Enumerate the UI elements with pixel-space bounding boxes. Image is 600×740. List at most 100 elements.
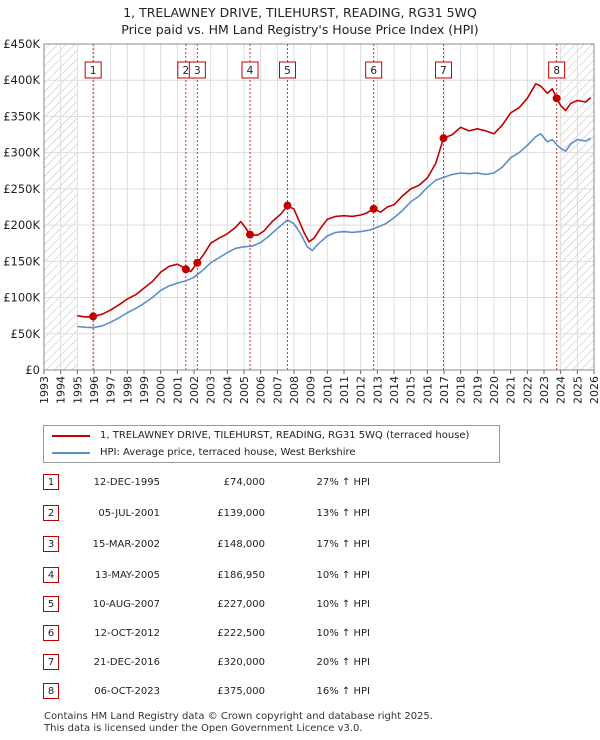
sale-hpi-diff: 27% ↑ HPI	[316, 477, 370, 488]
sale-marker-badge: 2	[43, 505, 59, 521]
x-tick-label: 2021	[505, 376, 518, 404]
x-tick-label: 2003	[205, 376, 218, 404]
footer-line-1: Contains HM Land Registry data © Crown c…	[44, 711, 433, 722]
y-tick-label: £100K	[3, 291, 40, 305]
y-tick-label: £350K	[3, 109, 40, 123]
sale-hpi-diff: 10% ↑ HPI	[316, 628, 370, 639]
x-tick-label: 2026	[588, 376, 600, 404]
x-tick-label: 2005	[238, 376, 251, 404]
sale-date: 05-JUL-2001	[98, 508, 160, 519]
plot-area	[43, 43, 595, 371]
table-row: 1 12-DEC-1995 £74,000 27% ↑ HPI	[0, 474, 600, 492]
x-tick-label: 2022	[521, 376, 534, 404]
hpi-series-line	[77, 133, 592, 329]
sale-point	[89, 312, 98, 321]
x-tick-label: 2013	[371, 376, 384, 404]
sale-price: £227,000	[217, 599, 265, 610]
sale-price: £320,000	[217, 657, 265, 668]
x-tick-label: 1996	[88, 376, 101, 404]
sale-point	[193, 258, 202, 267]
sale-point	[369, 204, 378, 213]
sale-badge-box	[435, 61, 452, 79]
x-tick-label: 2004	[221, 376, 234, 404]
sale-badge-label: 5	[284, 65, 291, 77]
x-tick-label: 2006	[255, 376, 268, 404]
sale-badge-box	[279, 61, 296, 79]
y-tick-label: £400K	[3, 73, 40, 87]
sale-price: £74,000	[223, 477, 265, 488]
sale-badge-label: 1	[90, 65, 97, 77]
sale-marker-badge: 8	[43, 683, 59, 699]
sale-badge-label: 2	[182, 65, 189, 77]
sale-badge-label: 8	[553, 65, 560, 77]
sale-date: 06-OCT-2023	[94, 686, 160, 697]
x-tick-label: 2018	[455, 376, 468, 404]
legend-label-hpi: HPI: Average price, terraced house, West…	[100, 447, 356, 458]
sale-price: £375,000	[217, 686, 265, 697]
sale-date: 15-MAR-2002	[92, 539, 160, 550]
x-tick-label: 2008	[288, 376, 301, 404]
y-tick-label: £50K	[11, 327, 41, 341]
table-row: 7 21-DEC-2016 £320,000 20% ↑ HPI	[0, 654, 600, 672]
x-tick-label: 2023	[538, 376, 551, 404]
sale-marker-badge: 5	[43, 596, 59, 612]
x-tick-label: 2010	[321, 376, 334, 404]
sale-badge-box	[365, 61, 383, 79]
x-tick-label: 2025	[571, 376, 584, 404]
sale-marker-badge: 1	[43, 474, 59, 490]
x-tick-label: 2002	[188, 376, 201, 404]
sale-badge-label: 6	[370, 65, 377, 77]
chart-subtitle: Price paid vs. HM Land Registry's House …	[121, 22, 479, 37]
x-tick-label: 2024	[555, 376, 568, 404]
sale-badge-box	[84, 61, 102, 79]
sale-price: £139,000	[217, 508, 265, 519]
x-tick-label: 2016	[421, 376, 434, 404]
table-row: 4 13-MAY-2005 £186,950 10% ↑ HPI	[0, 567, 600, 585]
x-tick-label: 2012	[355, 376, 368, 404]
sale-marker-badge: 6	[43, 625, 59, 641]
legend-swatch-property	[52, 435, 90, 437]
footer-attribution: Contains HM Land Registry data © Crown c…	[44, 711, 433, 735]
sale-badge-label: 4	[247, 65, 254, 77]
sale-point	[283, 201, 292, 210]
x-tick-label: 2011	[338, 376, 351, 404]
y-tick-label: £150K	[3, 254, 40, 268]
sale-hpi-diff: 13% ↑ HPI	[316, 508, 370, 519]
table-row: 6 12-OCT-2012 £222,500 10% ↑ HPI	[0, 625, 600, 643]
sale-price: £186,950	[217, 570, 265, 581]
sale-hpi-diff: 10% ↑ HPI	[316, 570, 370, 581]
table-row: 8 06-OCT-2023 £375,000 16% ↑ HPI	[0, 683, 600, 701]
sale-point	[439, 134, 448, 143]
legend-label-property: 1, TRELAWNEY DRIVE, TILEHURST, READING, …	[100, 430, 470, 441]
sale-date: 10-AUG-2007	[92, 599, 160, 610]
sale-point	[246, 230, 254, 239]
table-row: 3 15-MAR-2002 £148,000 17% ↑ HPI	[0, 536, 600, 554]
x-tick-label: 2019	[471, 376, 484, 404]
y-tick-label: £200K	[3, 218, 40, 232]
x-tick-label: 1998	[121, 376, 134, 404]
y-tick-label: £450K	[3, 37, 40, 51]
x-tick-label: 2017	[438, 376, 451, 404]
x-tick-label: 2020	[488, 376, 501, 404]
legend: 1, TRELAWNEY DRIVE, TILEHURST, READING, …	[43, 425, 500, 463]
sale-badge-box	[188, 61, 206, 79]
x-tick-label: 1994	[55, 376, 68, 404]
chart-title: 1, TRELAWNEY DRIVE, TILEHURST, READING, …	[123, 5, 477, 20]
sale-date: 12-DEC-1995	[93, 477, 160, 488]
sale-price: £148,000	[217, 539, 265, 550]
sale-point	[552, 94, 561, 103]
x-tick-label: 2007	[271, 376, 284, 404]
x-tick-label: 1993	[38, 376, 51, 404]
legend-swatch-hpi	[52, 452, 90, 454]
sale-marker-badge: 3	[43, 536, 59, 552]
sale-date: 21-DEC-2016	[93, 657, 160, 668]
plot-border	[43, 43, 595, 371]
sale-badge-label: 7	[440, 65, 447, 77]
x-tick-label: 2009	[305, 376, 318, 404]
x-tick-label: 1997	[105, 376, 118, 404]
sale-date: 12-OCT-2012	[94, 628, 160, 639]
y-tick-label: £250K	[3, 182, 40, 196]
sale-date: 13-MAY-2005	[94, 570, 160, 581]
x-tick-label: 2001	[171, 376, 184, 404]
x-tick-label: 2015	[405, 376, 418, 404]
